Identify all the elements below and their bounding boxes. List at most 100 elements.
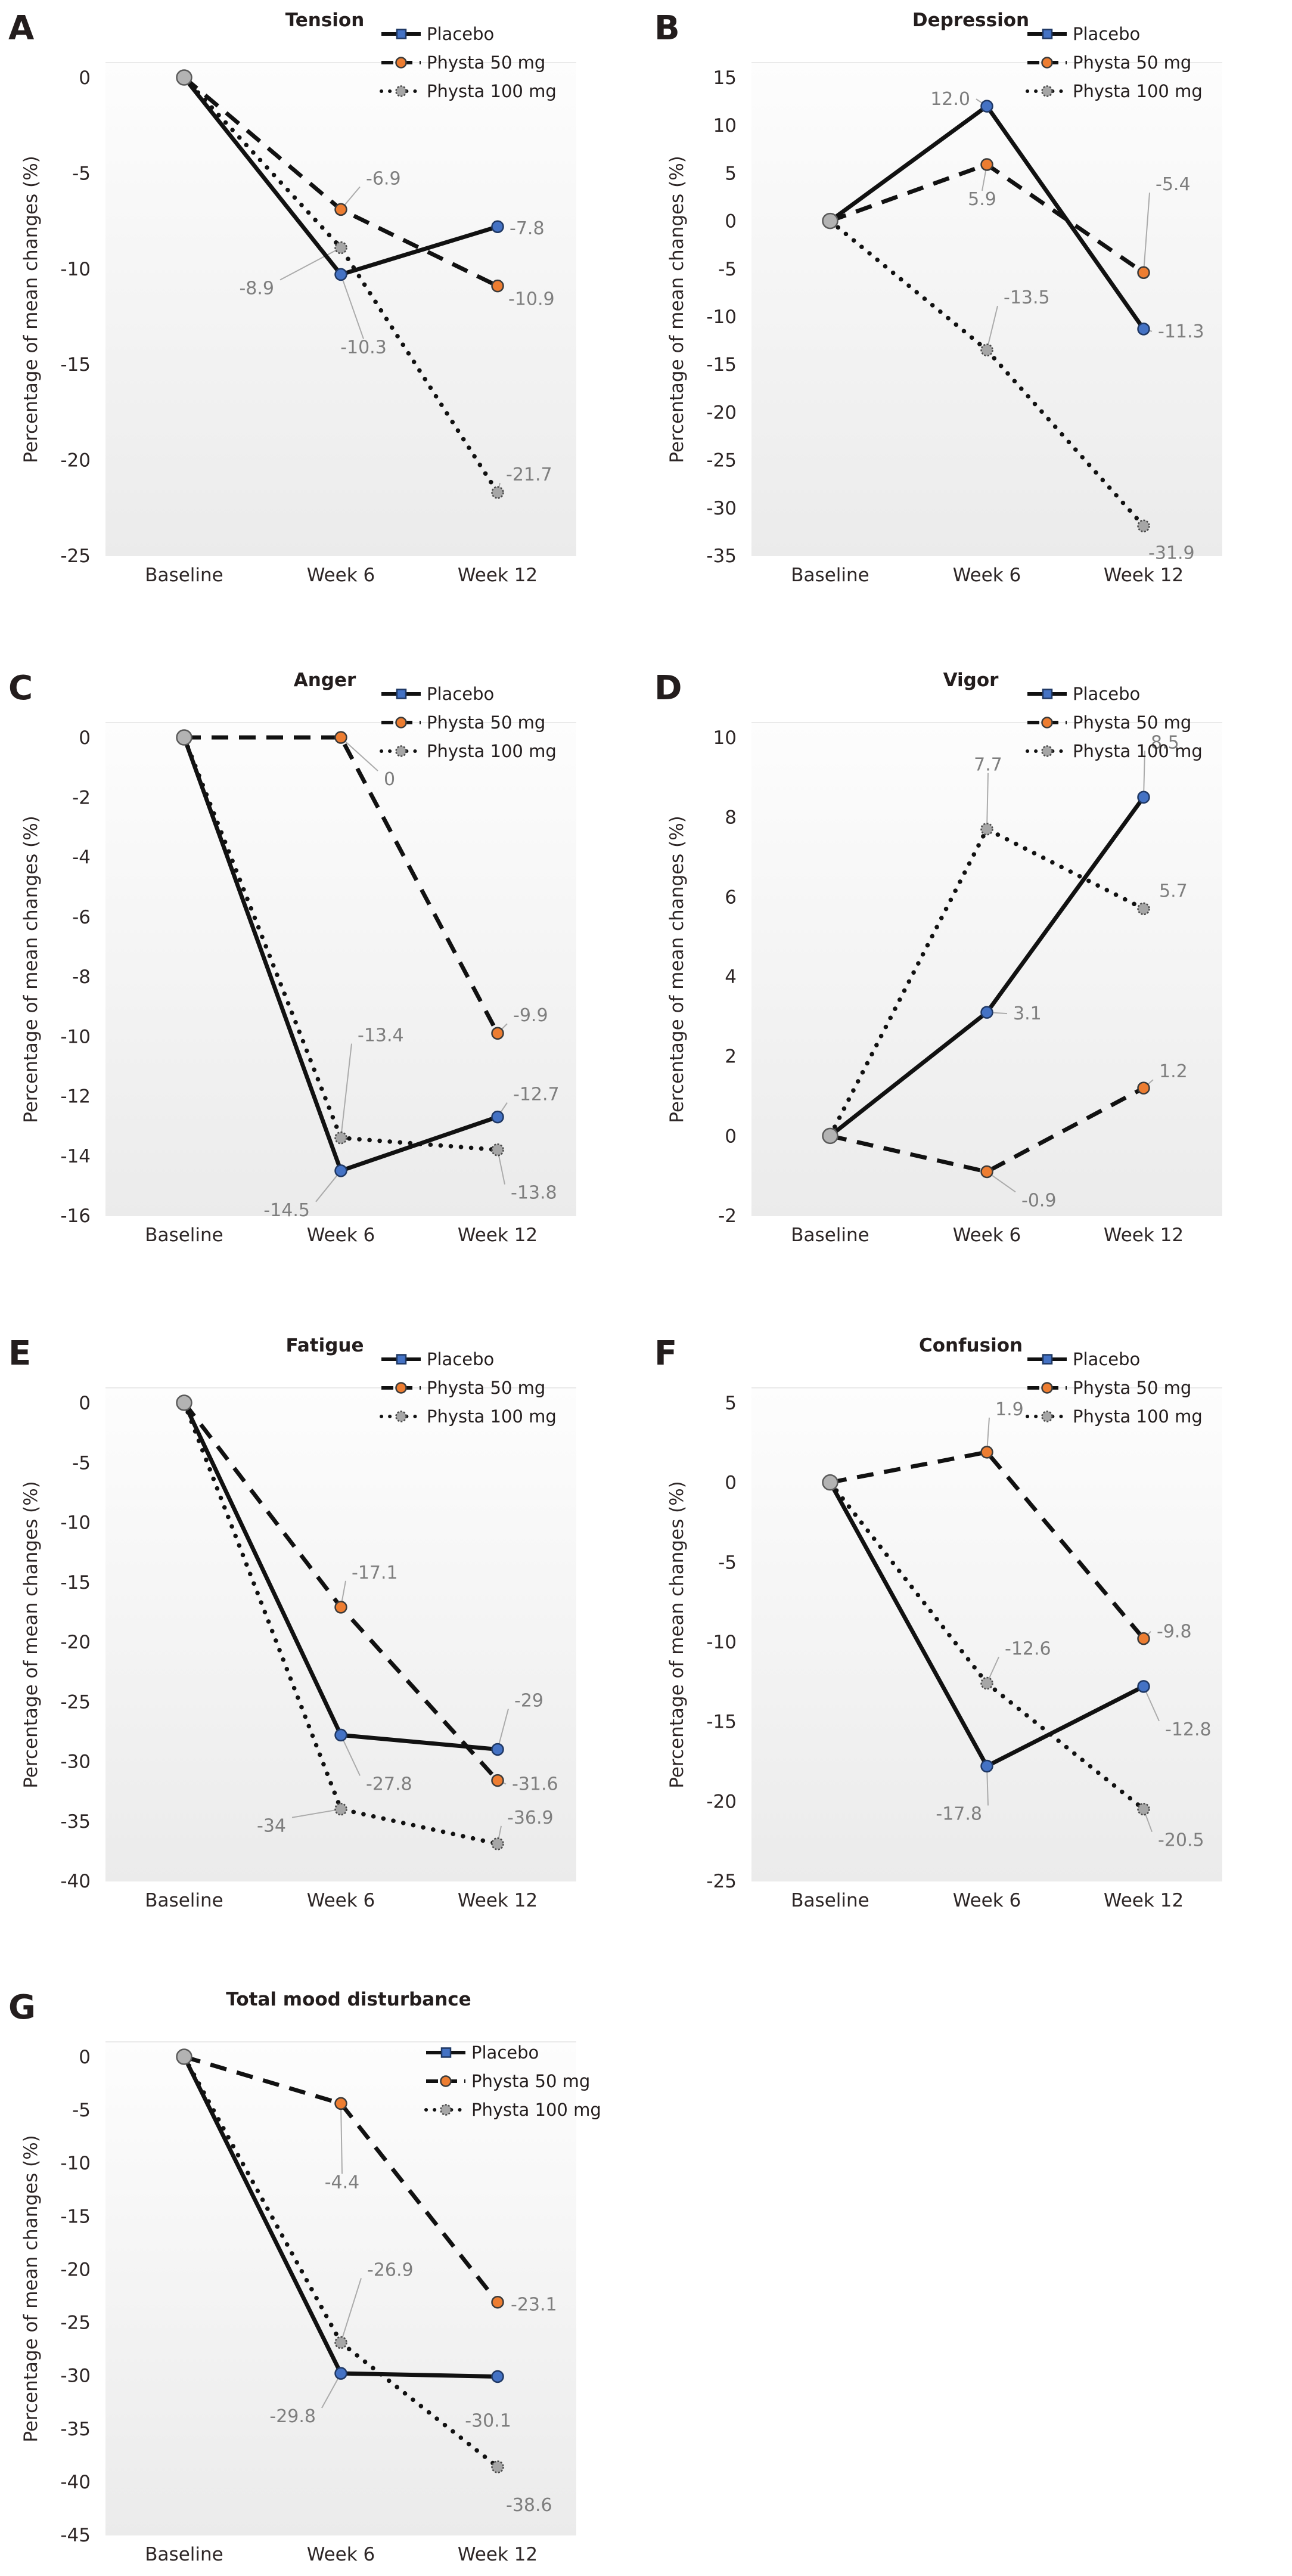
- panel-a-ytick--15: -15: [60, 354, 91, 376]
- legend-marker-icon: [1041, 717, 1053, 729]
- panel-d-plot-area: [751, 723, 1222, 1216]
- panel-b-legend-item-physta100: Physta 100 mg: [1026, 81, 1203, 101]
- panel-g-x-axis-labels: Baseline Week 6 Week 12: [145, 2544, 538, 2565]
- panel-e-y-axis-title: Percentage of mean changes (%): [20, 1481, 42, 1788]
- panel-f-marker-physta50-week6: [980, 1446, 993, 1459]
- panel-d-ytick-4: 4: [725, 966, 737, 988]
- panel-d-data-label--0.9: -0.9: [1021, 1190, 1057, 1211]
- panel-e-legend-item-physta100: Physta 100 mg: [380, 1406, 557, 1427]
- panel-g-series-line-physta50: [183, 2054, 499, 2304]
- panel-b-marker-physta50-week12: [1137, 266, 1150, 279]
- legend-marker-icon: [395, 745, 407, 757]
- panel-g-marker-placebo-week6: [334, 2367, 347, 2380]
- panel-a-data-label--10.9: -10.9: [508, 289, 555, 310]
- panel-b-legend-item-physta50: Physta 50 mg: [1027, 52, 1191, 73]
- panel-g-leader--4.4: [340, 2103, 343, 2174]
- panel-c-marker-physta50-week6: [334, 731, 347, 744]
- panel-g-xlabel-2: Week 12: [458, 2544, 538, 2565]
- panel-a-legend-item-physta50: Physta 50 mg: [381, 52, 545, 73]
- panel-a-leader--10.3: [340, 274, 364, 339]
- legend-marker-icon: [1042, 1354, 1053, 1365]
- panel-c-marker-baseline: [176, 729, 192, 746]
- panel-d-data-labels: 7.7 8.5 5.7 3.1 1.2 -0.9: [974, 732, 1188, 1211]
- panel-d-marker-physta100-week6: [980, 822, 993, 836]
- panel-d-marker-placebo-week6: [980, 1006, 993, 1019]
- panel-e-data-label--36.9: -36.9: [507, 1808, 554, 1828]
- panel-b-xlabel-1: Week 6: [953, 565, 1021, 586]
- panel-f-marker-placebo-week6: [980, 1759, 993, 1773]
- legend-marker-icon: [1042, 29, 1053, 39]
- panel-d-leader-7.7: [986, 773, 989, 829]
- panel-b-ytick--5: -5: [718, 259, 737, 280]
- panel-a-y-axis-ticks: 0 -5 -10 -15 -20 -25: [60, 67, 91, 567]
- panel-g-marker-physta100-week6: [334, 2336, 347, 2349]
- panel-e-data-label--27.8: -27.8: [366, 1774, 412, 1794]
- panel-d-ytick-2: 2: [725, 1046, 737, 1068]
- panel-d-data-label-7.7: 7.7: [974, 755, 1002, 776]
- panel-g-y-axis-title: Percentage of mean changes (%): [20, 2135, 42, 2442]
- panel-f-marker-physta100-week6: [980, 1676, 993, 1690]
- panel-b-data-label--13.5: -13.5: [1004, 287, 1050, 308]
- panel-f-ytick-5: 5: [725, 1393, 737, 1414]
- panel-c-legend-item-physta100: Physta 100 mg: [380, 741, 557, 761]
- panel-c-y-axis-title: Percentage of mean changes (%): [20, 816, 42, 1123]
- panel-g-ytick--20: -20: [60, 2259, 91, 2280]
- panel-c-marker-physta100-week6: [334, 1131, 347, 1145]
- legend-marker-icon: [396, 689, 407, 699]
- panel-g-ytick--30: -30: [60, 2366, 91, 2387]
- panel-c-legend: Placebo Physta 50 mg Physta 100 mg: [380, 684, 557, 761]
- panel-c-marker-physta50-week12: [491, 1027, 504, 1040]
- panel-a-marker-physta100-week12: [491, 486, 504, 499]
- legend-label: Physta 100 mg: [427, 741, 557, 761]
- panel-a-data-label--10.3: -10.3: [340, 337, 387, 358]
- panel-a-legend-item-physta100: Physta 100 mg: [380, 81, 557, 101]
- legend-marker-icon: [395, 57, 407, 69]
- panel-e-data-label--29: -29: [514, 1690, 543, 1711]
- panel-g: G Total mood disturbance 0 -5 -10 -15 -20 -25 -3…: [8, 1988, 601, 2565]
- panel-g-label-leaders: [321, 2103, 362, 2408]
- panel-f-legend-item-placebo: Placebo: [1027, 1349, 1140, 1369]
- panel-a-legend-item-placebo: Placebo: [381, 24, 494, 44]
- panel-e-ytick--15: -15: [60, 1572, 91, 1594]
- panel-a-leader--8.9: [279, 247, 341, 281]
- panel-b-leader--13.5: [986, 305, 998, 351]
- panel-g-marker-baseline: [176, 2048, 192, 2065]
- panel-f-xlabel-2: Week 12: [1104, 1890, 1184, 1911]
- legend-label: Physta 50 mg: [427, 712, 545, 733]
- panel-d-marker-physta50-week6: [980, 1165, 993, 1179]
- legend-label: Physta 100 mg: [471, 2100, 601, 2120]
- panel-b-ytick--35: -35: [706, 545, 737, 567]
- legend-marker-icon: [1041, 745, 1053, 757]
- panel-b-ytick-15: 15: [713, 67, 737, 89]
- panel-e-legend-item-physta50: Physta 50 mg: [381, 1378, 545, 1398]
- panel-e-ytick--40: -40: [60, 1871, 91, 1892]
- panel-f: F Confusion 5 0 -5 -10 -15 -20 -25 Baseline Week 6…: [654, 1334, 1222, 1911]
- panel-e-data-label--17.1: -17.1: [352, 1563, 398, 1583]
- panel-b-letter: B: [654, 9, 680, 48]
- panel-g-legend-item-placebo: Placebo: [426, 2042, 539, 2063]
- panel-b-marker-baseline: [822, 212, 838, 230]
- panel-c-y-axis-ticks: 0 -2 -4 -6 -8 -10 -12 -14 -16: [60, 727, 91, 1227]
- panel-e-marker-physta50-week12: [491, 1774, 504, 1787]
- panel-a-xlabel-0: Baseline: [145, 565, 223, 586]
- panel-e-ytick--20: -20: [60, 1632, 91, 1653]
- panel-g-ytick--25: -25: [60, 2312, 91, 2334]
- panel-f-ytick--10: -10: [706, 1632, 737, 1653]
- panel-c-leader--14.5: [315, 1170, 341, 1202]
- panel-d-series-line-physta50: [830, 1086, 1145, 1174]
- panel-c-data-label--14.5: -14.5: [263, 1200, 310, 1221]
- panel-a-legend: Placebo Physta 50 mg Physta 100 mg: [380, 24, 557, 101]
- panel-a-marker-physta100-week6: [334, 241, 347, 255]
- panel-e-marker-baseline: [176, 1394, 192, 1411]
- panel-c-ytick--2: -2: [72, 787, 91, 808]
- panel-d-marker-physta100-week12: [1137, 902, 1150, 916]
- legend-label: Physta 50 mg: [1073, 712, 1191, 733]
- panel-c-marker-placebo-week6: [334, 1164, 347, 1177]
- legend-label: Physta 100 mg: [1073, 741, 1203, 761]
- panel-g-ytick-0: 0: [79, 2047, 91, 2068]
- panel-e-legend-item-placebo: Placebo: [381, 1349, 494, 1369]
- panel-e-xlabel-2: Week 12: [458, 1890, 538, 1911]
- panel-e-data-labels: -17.1 -27.8 -29 -31.6 -34 -36.9: [257, 1563, 558, 1837]
- panel-d-y-axis-ticks: 10 8 6 4 2 0 -2: [713, 727, 737, 1227]
- panel-e-x-axis-labels: Baseline Week 6 Week 12: [145, 1890, 538, 1911]
